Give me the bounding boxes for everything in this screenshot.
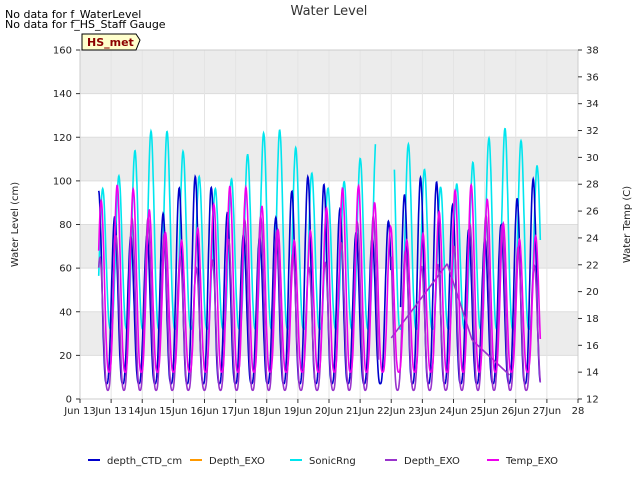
y-tick-label: 160 — [53, 46, 72, 57]
x-tick-label: 21Jun — [346, 406, 374, 417]
x-tick-label: Jun 13 — [63, 406, 96, 417]
y-tick-label: 140 — [53, 89, 72, 100]
no-data-note-1: No data for f_WaterLevel — [5, 8, 142, 21]
y-tick-label: 120 — [53, 133, 72, 144]
y2-tick-label: 26 — [586, 207, 599, 218]
y2-tick-label: 36 — [586, 72, 599, 83]
x-tick-label: Jun 13 — [94, 406, 127, 417]
series-line-temp-exo — [97, 182, 542, 374]
station-badge-label: HS_met — [87, 36, 134, 49]
y-tick-label: 40 — [59, 307, 72, 318]
series-layer — [97, 127, 542, 392]
axes: 0 20 40 60 80 100 120 140 160 12 14 16 18 20 22 24 26 28 3… — [53, 46, 599, 418]
y2-tick-label: 12 — [586, 395, 599, 406]
y2-tick-label: 28 — [586, 180, 599, 191]
x-tick-label: 26Jun — [502, 406, 530, 417]
series-segment — [471, 339, 511, 376]
x-tick-label: 18Jun — [253, 406, 281, 417]
legend-label: Depth_EXO — [209, 456, 265, 467]
legend-label: Temp_EXO — [505, 456, 558, 467]
legend-label: Depth_EXO — [404, 456, 460, 467]
y2-tick-label: 20 — [586, 287, 599, 298]
y2-tick-label: 32 — [586, 126, 599, 137]
legend: depth_CTD_cm Depth_EXO SonicRng Depth_EXO Te… — [88, 456, 558, 467]
y2-tick-label: 30 — [586, 153, 599, 164]
y-tick-label: 20 — [59, 351, 72, 362]
y2-tick-label: 24 — [586, 233, 599, 244]
y2-tick-label: 18 — [586, 314, 599, 325]
x-tick-label: 20Jun — [315, 406, 343, 417]
x-tick-label: 25Jun — [470, 406, 498, 417]
chart-title: Water Level — [291, 4, 368, 19]
x-tick-label: 22Jun — [377, 406, 405, 417]
y-axis-title: Water Level (cm) — [10, 182, 21, 267]
y-tick-label: 100 — [53, 176, 72, 187]
legend-label: SonicRng — [309, 456, 356, 467]
x-tick-label: 16Jun — [190, 406, 218, 417]
x-tick-label: 23Jun — [408, 406, 436, 417]
x-tick-label: 14Jun — [128, 406, 156, 417]
y-tick-label: 80 — [59, 220, 72, 231]
x-tick-label: 15Jun — [159, 406, 187, 417]
y2-tick-label: 16 — [586, 341, 599, 352]
station-badge-shape — [81, 33, 141, 51]
no-data-note-2: No data for f_HS_Staff Gauge — [5, 18, 166, 31]
y2-tick-label: 22 — [586, 260, 599, 271]
y2-tick-label: 38 — [586, 46, 599, 57]
legend-label: depth_CTD_cm — [107, 456, 182, 467]
x-tick-label: 17Jun — [221, 406, 249, 417]
station-badge[interactable]: HS_met — [81, 33, 141, 51]
y2-tick-label: 14 — [586, 368, 599, 379]
y-tick-label: 60 — [59, 264, 72, 275]
y2-tick-label: 34 — [586, 99, 599, 110]
y-tick-label: 0 — [66, 395, 72, 406]
x-tick-label: 24Jun — [439, 406, 467, 417]
x-tick-label: 19Jun — [284, 406, 312, 417]
y2-axis-title: Water Temp (C) — [622, 186, 633, 263]
x-tick-label: 28 — [572, 406, 585, 417]
x-tick-label: 27Jun — [533, 406, 561, 417]
